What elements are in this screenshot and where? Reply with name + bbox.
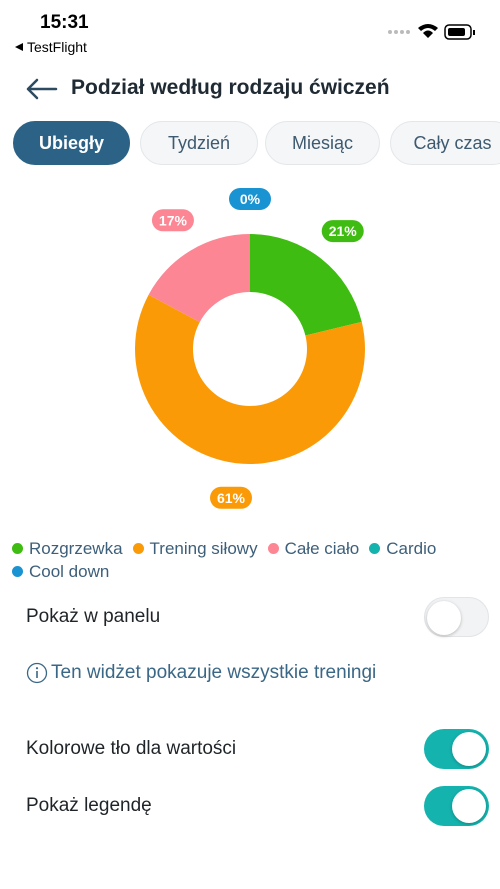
status-time: 15:31 bbox=[40, 12, 89, 33]
legend-swatch bbox=[12, 566, 23, 577]
toggle-knob bbox=[427, 601, 461, 635]
back-app[interactable]: TestFlight bbox=[14, 39, 87, 55]
tab[interactable]: Ubiegły bbox=[13, 121, 130, 165]
toggle[interactable] bbox=[424, 786, 489, 826]
value-label-bg bbox=[321, 220, 364, 243]
setting-label: Pokaż w panelu bbox=[26, 606, 161, 627]
value-label-bg bbox=[229, 188, 271, 210]
value-label: 17% bbox=[159, 212, 188, 228]
legend-label: Całe ciało bbox=[284, 538, 360, 558]
tab[interactable]: Miesiąc bbox=[265, 121, 380, 165]
legend-item: Całe ciało bbox=[267, 538, 360, 559]
legend: Rozgrzewka Trening siłowy Całe ciało Cardio… bbox=[12, 538, 492, 582]
toggle[interactable] bbox=[424, 597, 489, 637]
toggle-knob bbox=[452, 789, 486, 823]
tab[interactable]: Cały czas bbox=[390, 121, 500, 165]
legend-item: Rozgrzewka bbox=[12, 538, 123, 559]
legend-item: Cool down bbox=[12, 561, 109, 582]
legend-item: Cardio bbox=[369, 538, 436, 559]
legend-label: Trening siłowy bbox=[149, 538, 258, 558]
value-label-bg bbox=[210, 486, 253, 509]
status-icons bbox=[388, 24, 475, 40]
setting-label: Kolorowe tło dla wartości bbox=[26, 738, 237, 759]
legend-label: Cardio bbox=[386, 538, 437, 558]
page-title: Podział według rodzaju ćwiczeń bbox=[71, 76, 390, 99]
toggle-knob bbox=[452, 732, 486, 766]
legend-item: Trening siłowy bbox=[132, 538, 258, 559]
legend-label: Rozgrzewka bbox=[29, 538, 123, 558]
back-button[interactable] bbox=[26, 78, 58, 100]
info-note: Ten widżet pokazuje wszystkie treningi bbox=[26, 662, 376, 684]
donut-slice bbox=[250, 234, 362, 336]
value-label-bg bbox=[151, 209, 194, 232]
legend-swatch bbox=[132, 543, 144, 554]
info-icon bbox=[26, 662, 48, 684]
toggle[interactable] bbox=[424, 729, 489, 769]
value-label: 0% bbox=[240, 191, 261, 207]
donut-slice bbox=[148, 234, 250, 323]
info-text: Ten widżet pokazuje wszystkie treningi bbox=[51, 662, 377, 683]
back-app-icon bbox=[15, 43, 23, 51]
back-app-label: TestFlight bbox=[27, 39, 87, 55]
tab[interactable]: Tydzień bbox=[140, 121, 258, 165]
setting-label: Pokaż legendę bbox=[26, 795, 152, 816]
legend-swatch bbox=[12, 543, 23, 554]
donut-slice bbox=[135, 294, 365, 464]
value-label: 61% bbox=[217, 490, 246, 506]
donut-chart: 21% 61% 17% 0% bbox=[135, 188, 365, 509]
value-label: 21% bbox=[329, 223, 358, 239]
legend-swatch bbox=[369, 543, 381, 554]
legend-label: Cool down bbox=[29, 561, 110, 581]
legend-swatch bbox=[267, 543, 279, 554]
